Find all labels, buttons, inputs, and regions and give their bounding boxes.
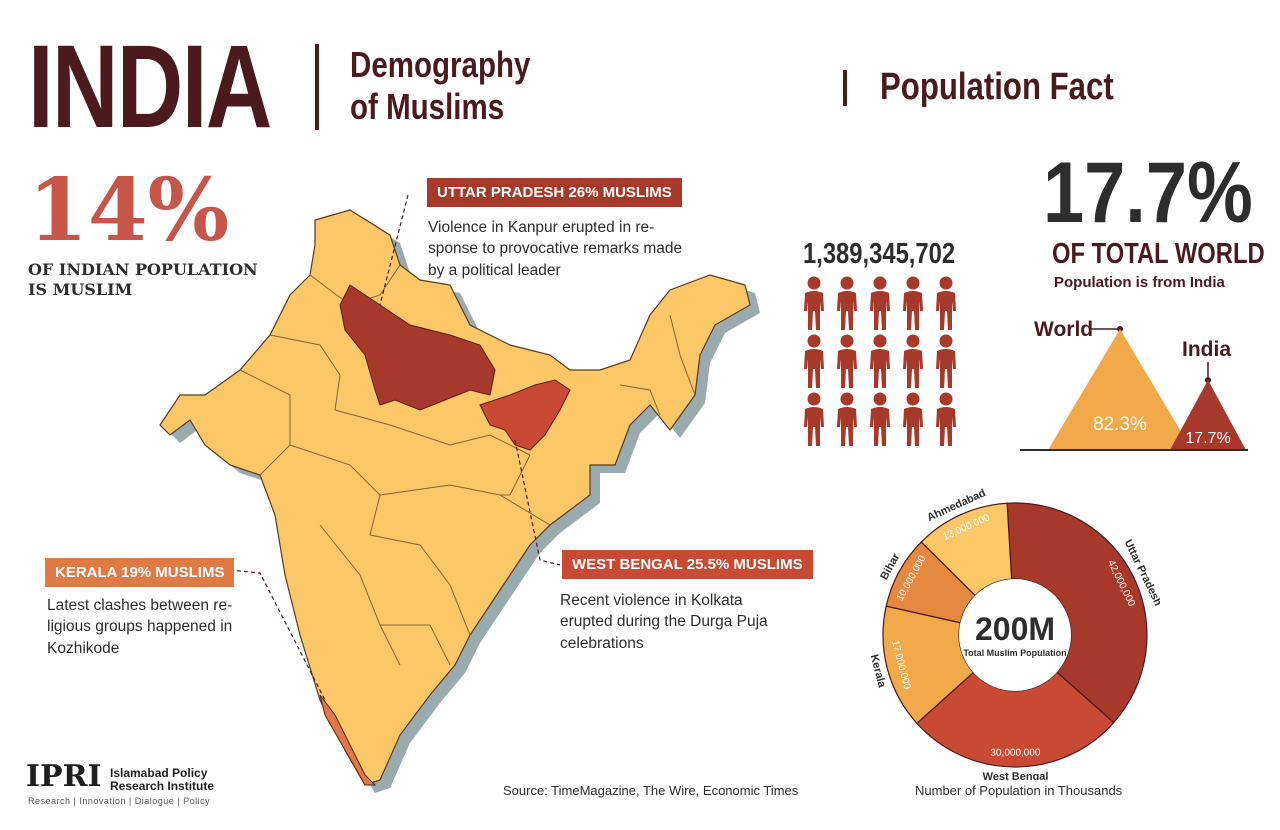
- donut-value-label: 30,000,000: [990, 748, 1041, 759]
- world-share-sublabel: Population is from India: [1054, 274, 1225, 291]
- person-icon: [804, 392, 824, 446]
- person-icon: [903, 334, 923, 388]
- person-icon: [936, 334, 956, 388]
- world-triangle: [1048, 329, 1192, 450]
- ipri-org-line1: Islamabad Policy: [110, 766, 208, 780]
- world-share-label: OF TOTAL WORLD: [1052, 238, 1265, 270]
- person-icon: [870, 392, 890, 446]
- muslim-percent-label: OF INDIAN POPULATION IS MUSLIM: [28, 260, 278, 300]
- person-icon: [804, 334, 824, 388]
- page-subtitle: Demography of Muslims: [350, 44, 530, 129]
- kerala-region: [319, 694, 377, 786]
- people-icon-grid: [804, 276, 956, 446]
- world-percent: 82.3%: [1093, 414, 1147, 435]
- person-icon: [870, 276, 890, 330]
- india-percent: 17.7%: [1185, 430, 1230, 447]
- person-icon: [936, 392, 956, 446]
- person-icon: [837, 392, 857, 446]
- west-bengal-description: Recent violence in Kolkata erupted durin…: [560, 590, 800, 654]
- west-bengal-tag: WEST BENGAL 25.5% MUSLIMS: [562, 550, 813, 579]
- west-bengal-line2: erupted during the Durga Puja: [560, 613, 768, 631]
- uttar-pradesh-line3: by a political leader: [428, 261, 561, 279]
- world-vs-india-triangles: World 82.3% India 17.7%: [1020, 318, 1248, 451]
- kerala-line2: ligious groups happened in: [47, 618, 233, 636]
- muslim-percent-label-line2: IS MUSLIM: [28, 280, 133, 299]
- ipri-logo: IPRI: [26, 759, 102, 794]
- muslim-percent-value: 14%: [28, 160, 230, 261]
- person-icon: [870, 334, 890, 388]
- india-landmass: [159, 209, 751, 786]
- person-icon: [804, 276, 824, 330]
- subtitle-line1: Demography: [350, 44, 531, 85]
- section-divider: [843, 70, 847, 106]
- kerala-line3: Kozhikode: [47, 639, 120, 657]
- donut-hole: [959, 579, 1071, 691]
- page-title: INDIA: [28, 21, 272, 153]
- india-map: [159, 195, 760, 793]
- state-borders: [239, 264, 696, 666]
- west-bengal-line3: celebrations: [560, 634, 644, 652]
- section-title: Population Fact: [880, 66, 1114, 108]
- kerala-description: Latest clashes between re- ligious group…: [47, 595, 267, 659]
- subtitle-line2: of Muslims: [350, 86, 505, 128]
- ipri-org-name: Islamabad Policy Research Institute: [110, 766, 215, 794]
- ipri-tagline: Research | Innovation | Dialogue | Polic…: [28, 796, 211, 806]
- world-share-value: 17.7%: [1043, 145, 1253, 241]
- source-citation: Source: TimeMagazine, The Wire, Economic…: [503, 783, 799, 798]
- person-icon: [837, 276, 857, 330]
- title-divider: [315, 44, 319, 130]
- world-label: World: [1034, 318, 1093, 341]
- west-bengal-line1: Recent violence in Kolkata: [560, 592, 743, 609]
- west-bengal-region: [479, 379, 571, 451]
- uttar-pradesh-line2: sponse to provocative remarks made: [428, 240, 683, 258]
- person-icon: [936, 276, 956, 330]
- donut-caption: Number of Population in Thousands: [915, 783, 1123, 798]
- total-population: 1,389,345,702: [803, 238, 956, 270]
- muslim-percent-label-line1: OF INDIAN POPULATION: [28, 260, 258, 279]
- uttar-pradesh-region: [339, 284, 496, 411]
- ipri-org-line2: Research Institute: [110, 779, 215, 794]
- person-icon: [903, 276, 923, 330]
- person-icon: [837, 334, 857, 388]
- person-icon: [903, 392, 923, 446]
- uttar-pradesh-line1: Violence in Kanpur erupted in re-: [428, 219, 655, 236]
- donut-center-label: Total Muslim Population: [963, 648, 1066, 658]
- kerala-line1: Latest clashes between re-: [47, 597, 233, 614]
- donut-center-value: 200M: [975, 611, 1055, 647]
- uttar-pradesh-tag: UTTAR PRADESH 26% MUSLIMS: [427, 178, 682, 207]
- kerala-tag: KERALA 19% MUSLIMS: [45, 558, 235, 587]
- india-triangle: [1170, 380, 1246, 450]
- callout-leaders: [229, 195, 561, 701]
- india-label: India: [1182, 338, 1231, 361]
- donut-category-label: West Bengal: [983, 771, 1049, 780]
- uttar-pradesh-description: Violence in Kanpur erupted in re- sponse…: [428, 217, 728, 281]
